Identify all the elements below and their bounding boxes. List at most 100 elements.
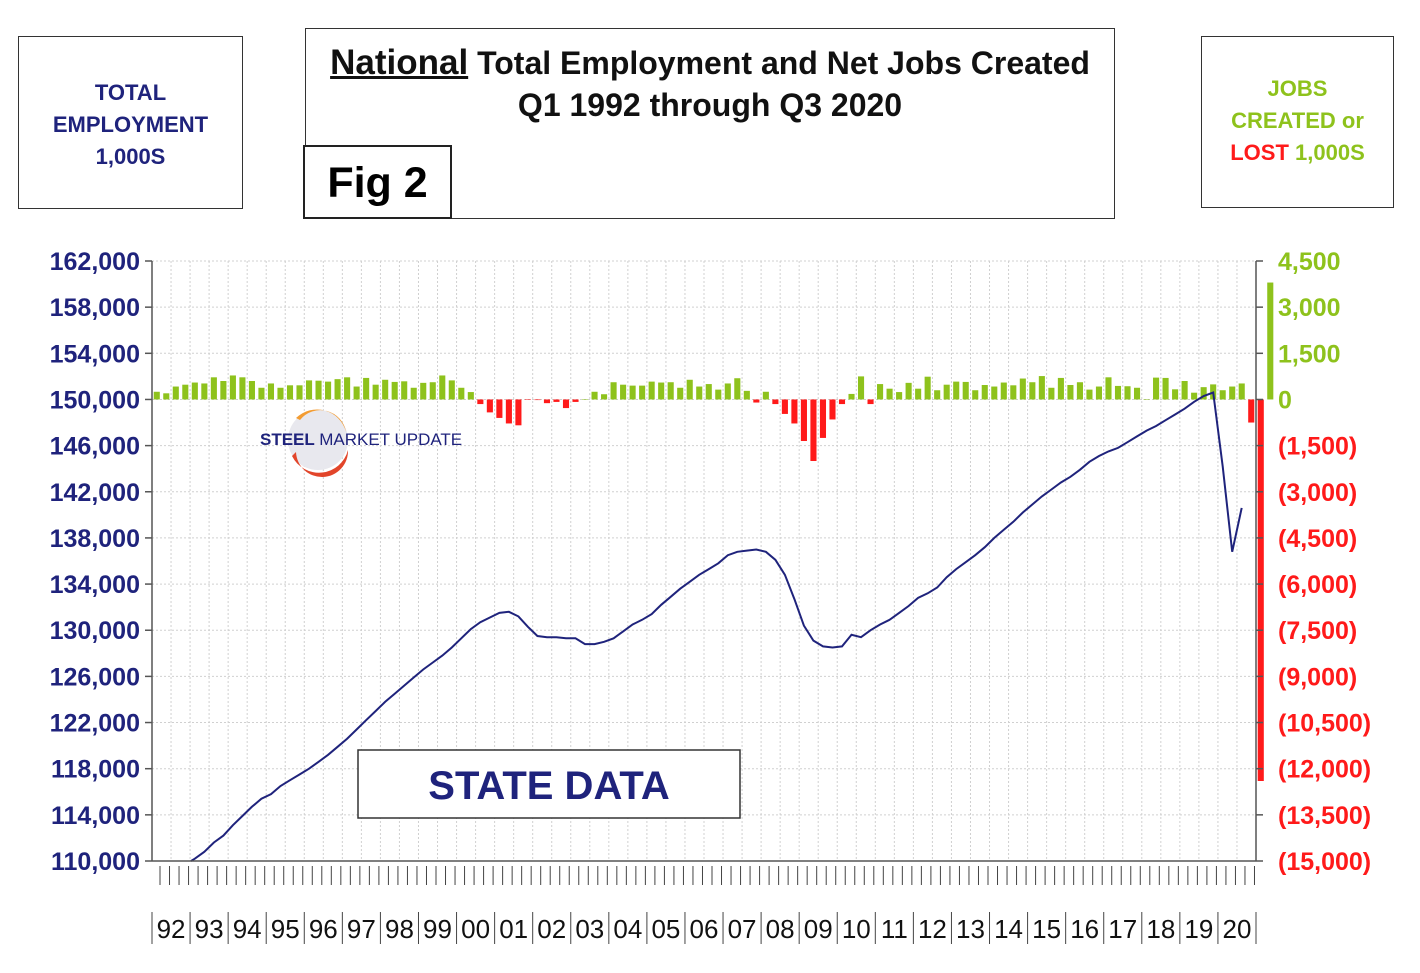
jobs-bar xyxy=(562,399,570,409)
x-year-label: 97 xyxy=(347,914,376,944)
x-year-label: 03 xyxy=(575,914,604,944)
jobs-bar xyxy=(1133,387,1141,400)
jobs-bar xyxy=(201,383,208,400)
jobs-bar xyxy=(515,399,522,426)
jobs-bar xyxy=(629,385,636,400)
jobs-bar xyxy=(753,399,760,403)
jobs-bar xyxy=(534,399,541,401)
jobs-bar xyxy=(1010,385,1017,400)
jobs-bar xyxy=(696,386,703,400)
jobs-bar xyxy=(658,382,665,400)
figure-label-box: Fig 2 xyxy=(303,145,452,219)
x-year-label: 20 xyxy=(1223,914,1252,944)
jobs-bar xyxy=(610,382,617,400)
jobs-bar xyxy=(819,399,827,438)
right-axis-legend-box: JOBS CREATED or LOST 1,000S xyxy=(1201,36,1394,208)
jobs-bar xyxy=(1172,389,1179,400)
right-tick-label: (7,500) xyxy=(1278,617,1357,645)
jobs-bar xyxy=(1229,386,1236,400)
jobs-bar xyxy=(420,382,427,400)
right-box-lost: LOST xyxy=(1230,140,1289,165)
jobs-bar xyxy=(429,382,436,400)
x-year-label: 93 xyxy=(195,914,224,944)
jobs-bar xyxy=(791,399,798,424)
jobs-bar xyxy=(943,384,950,400)
jobs-bar xyxy=(1048,387,1055,400)
left-tick-label: 122,000 xyxy=(50,710,140,738)
x-year-label: 07 xyxy=(728,914,757,944)
jobs-bar xyxy=(724,383,731,400)
right-box-line2: CREATED or xyxy=(1231,108,1364,133)
jobs-bar xyxy=(239,377,246,400)
jobs-bar xyxy=(1219,390,1226,400)
jobs-bar xyxy=(877,384,884,400)
jobs-bar xyxy=(591,391,598,400)
x-year-label: 13 xyxy=(956,914,985,944)
x-year-label: 99 xyxy=(423,914,452,944)
jobs-bar xyxy=(325,381,332,400)
jobs-bar xyxy=(439,375,446,400)
jobs-bar xyxy=(686,379,693,400)
jobs-bar xyxy=(981,385,988,400)
jobs-bar xyxy=(1181,381,1188,400)
jobs-bar xyxy=(1248,399,1255,423)
jobs-bar xyxy=(1019,378,1026,400)
jobs-bar xyxy=(781,399,788,414)
left-tick-label: 138,000 xyxy=(50,525,140,553)
jobs-bar xyxy=(1162,377,1169,400)
jobs-bar xyxy=(1029,382,1036,400)
left-tick-label: 162,000 xyxy=(50,248,140,276)
x-year-label: 06 xyxy=(690,914,719,944)
chart-title-line2: Q1 1992 through Q3 2020 xyxy=(517,87,903,123)
jobs-bar xyxy=(458,387,465,400)
left-tick-label: 114,000 xyxy=(51,802,140,830)
jobs-bar xyxy=(477,399,484,405)
x-year-label: 11 xyxy=(881,914,908,944)
jobs-bar xyxy=(572,399,579,402)
jobs-bar xyxy=(867,399,874,405)
jobs-bar xyxy=(172,386,179,400)
jobs-bar xyxy=(1086,389,1093,400)
jobs-bar xyxy=(972,390,979,400)
left-box-line3: 1,000S xyxy=(95,144,166,169)
jobs-bar xyxy=(677,387,684,400)
jobs-bar xyxy=(1057,377,1064,400)
jobs-bar xyxy=(1095,386,1103,400)
jobs-bar xyxy=(1114,385,1122,400)
jobs-bar xyxy=(772,399,779,405)
jobs-bar xyxy=(496,399,503,418)
right-tick-label: 4,500 xyxy=(1278,248,1341,276)
x-year-label: 92 xyxy=(157,914,186,944)
jobs-bar xyxy=(153,391,160,400)
x-year-label: 04 xyxy=(613,914,642,944)
steel-market-update-logo: STEEL MARKET UPDATE xyxy=(260,409,462,478)
figure-label: Fig 2 xyxy=(327,159,428,207)
jobs-bar xyxy=(391,381,398,400)
x-year-label: 18 xyxy=(1146,914,1175,944)
left-tick-label: 146,000 xyxy=(50,433,140,461)
logo-text-market: MARKET UPDATE xyxy=(319,430,462,449)
jobs-bar xyxy=(762,391,769,400)
right-tick-label: 3,000 xyxy=(1278,294,1341,322)
state-data-border xyxy=(357,749,741,819)
x-year-label: 94 xyxy=(233,914,262,944)
jobs-bar xyxy=(182,384,189,400)
jobs-bar xyxy=(267,383,275,400)
jobs-bar xyxy=(848,393,855,400)
jobs-bar xyxy=(553,399,560,402)
jobs-bar xyxy=(305,380,313,400)
title-box: National Total Employment and Net Jobs C… xyxy=(305,28,1115,219)
right-tick-label: 1,500 xyxy=(1278,340,1341,368)
jobs-bar xyxy=(1143,399,1150,400)
employment-line xyxy=(190,391,1243,862)
jobs-bars xyxy=(153,282,1274,781)
x-year-label: 10 xyxy=(842,914,871,944)
left-tick-label: 142,000 xyxy=(50,479,140,507)
jobs-bar xyxy=(1257,399,1264,781)
left-tick-label: 150,000 xyxy=(50,386,140,414)
jobs-bar xyxy=(448,380,455,400)
jobs-bar xyxy=(581,399,589,400)
left-axis-legend-box: TOTAL EMPLOYMENT 1,000S xyxy=(18,36,243,209)
jobs-bar xyxy=(372,384,379,400)
